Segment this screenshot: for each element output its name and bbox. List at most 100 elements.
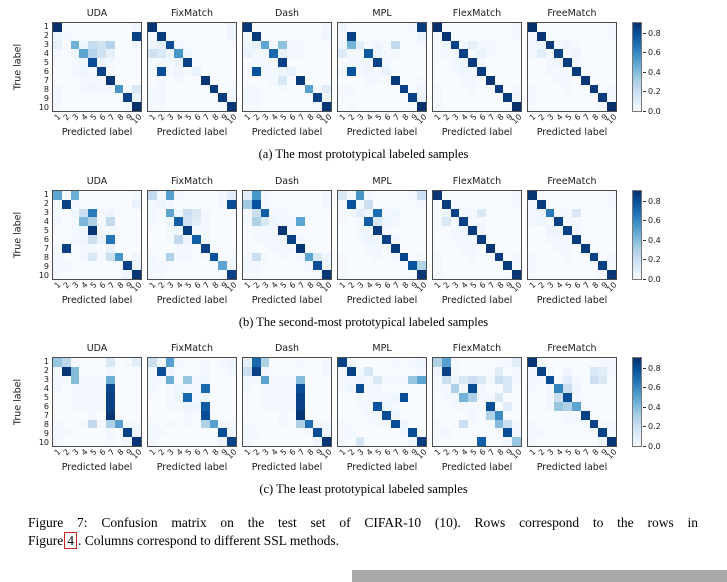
matrix-cell	[227, 366, 236, 376]
matrix-cell	[192, 75, 201, 85]
matrix-cell	[165, 261, 175, 271]
matrix-cell	[417, 40, 426, 50]
matrix-cell	[346, 23, 356, 32]
panel-title-FixMatch: FixMatch	[170, 176, 214, 187]
y-tick-label: 4	[43, 384, 49, 393]
matrix-cell	[399, 191, 409, 200]
matrix-cell	[408, 208, 418, 218]
matrix-cell	[183, 31, 192, 41]
matrix-cell	[390, 428, 400, 438]
matrix-cell	[494, 437, 504, 446]
matrix-cell	[97, 23, 106, 32]
matrix-cell	[148, 384, 157, 394]
matrix-cell	[174, 402, 184, 411]
matrix-cell	[105, 75, 115, 85]
matrix-cell	[408, 93, 418, 103]
matrix-cell	[450, 243, 460, 253]
matrix-cell	[174, 58, 184, 67]
y-tick-label: 1	[43, 22, 49, 31]
matrix-cell	[53, 23, 62, 32]
matrix-cell	[61, 191, 71, 200]
matrix-cell	[503, 102, 513, 111]
matrix-cell	[105, 93, 115, 103]
matrix-cell	[114, 31, 124, 41]
matrix-cell	[278, 40, 287, 50]
matrix-cell	[295, 270, 305, 279]
panel-Dash-a: Dash 1 2 3 4 5 6 7 8 9 10 Predicted label	[242, 8, 333, 139]
matrix-cell	[61, 102, 71, 111]
panel-MPL-b: MPL 1 2 3 4 5 6 7 8 9 10 Predicted label	[337, 176, 428, 307]
matrix-cell	[227, 235, 236, 244]
matrix-cell	[313, 226, 323, 235]
matrix-cell	[243, 402, 252, 411]
matrix-cell	[589, 261, 599, 271]
matrix-cell	[114, 23, 124, 32]
matrix-cell	[97, 84, 106, 94]
matrix-cell	[105, 31, 115, 41]
matrix-cell	[148, 199, 157, 209]
matrix-cell	[545, 191, 555, 200]
matrix-cell	[227, 375, 236, 385]
matrix-cell	[251, 358, 261, 367]
matrix-cell	[468, 252, 477, 262]
matrix-cell	[123, 366, 133, 376]
matrix-cell	[295, 75, 305, 85]
matrix-cell	[322, 410, 331, 420]
confusion-matrix-UDA-b	[52, 190, 142, 280]
matrix-cell	[209, 235, 219, 244]
matrix-cell	[114, 235, 124, 244]
matrix-cell	[304, 384, 314, 394]
matrix-cell	[287, 217, 296, 227]
matrix-cell	[580, 358, 590, 367]
matrix-cell	[477, 437, 486, 446]
matrix-cell	[364, 437, 374, 446]
matrix-cell	[399, 375, 409, 385]
matrix-cell	[79, 75, 89, 85]
matrix-cell	[200, 40, 210, 50]
matrix-cell	[209, 84, 219, 94]
matrix-cell	[174, 410, 184, 420]
colorbar-tick-label: 0.0	[643, 107, 661, 116]
matrix-cell	[278, 23, 287, 32]
figure-4-link[interactable]: 4	[64, 531, 77, 549]
matrix-cell	[598, 67, 608, 76]
matrix-cell	[355, 84, 365, 94]
matrix-cell	[132, 23, 141, 32]
matrix-cell	[433, 102, 442, 111]
matrix-cell	[174, 428, 184, 438]
colorbar-tick-label: 0.0	[643, 275, 661, 284]
confusion-matrix-FlexMatch-c	[432, 357, 522, 447]
matrix-cell	[477, 419, 486, 429]
matrix-cell	[218, 358, 228, 367]
colorbar-tick-label: 0.2	[643, 255, 661, 265]
matrix-cell	[494, 235, 504, 244]
matrix-cell	[278, 93, 287, 103]
matrix-cell	[304, 102, 314, 111]
matrix-cell	[512, 23, 521, 32]
matrix-cell	[287, 191, 296, 200]
matrix-cell	[183, 261, 192, 271]
matrix-cell	[607, 428, 616, 438]
matrix-cell	[373, 208, 382, 218]
matrix-cell	[209, 199, 219, 209]
matrix-cell	[70, 252, 80, 262]
panel-FreeMatch-a: FreeMatch 1 2 3 4 5 6 7 8 9 10 Predicted label	[527, 8, 618, 139]
matrix-cell	[528, 428, 537, 438]
matrix-cell	[355, 235, 365, 244]
matrix-cell	[260, 226, 270, 235]
matrix-cell	[450, 419, 460, 429]
matrix-cell	[364, 235, 374, 244]
matrix-cell	[355, 252, 365, 262]
matrix-cell	[408, 58, 418, 67]
matrix-cell	[322, 261, 331, 271]
matrix-cell	[468, 199, 477, 209]
matrix-cell	[227, 75, 236, 85]
matrix-cell	[536, 23, 546, 32]
matrix-cell	[607, 31, 616, 41]
matrix-cell	[355, 208, 365, 218]
matrix-cell	[338, 419, 347, 429]
matrix-cell	[589, 410, 599, 420]
matrix-cell	[105, 84, 115, 94]
matrix-cell	[260, 366, 270, 376]
matrix-cell	[227, 191, 236, 200]
